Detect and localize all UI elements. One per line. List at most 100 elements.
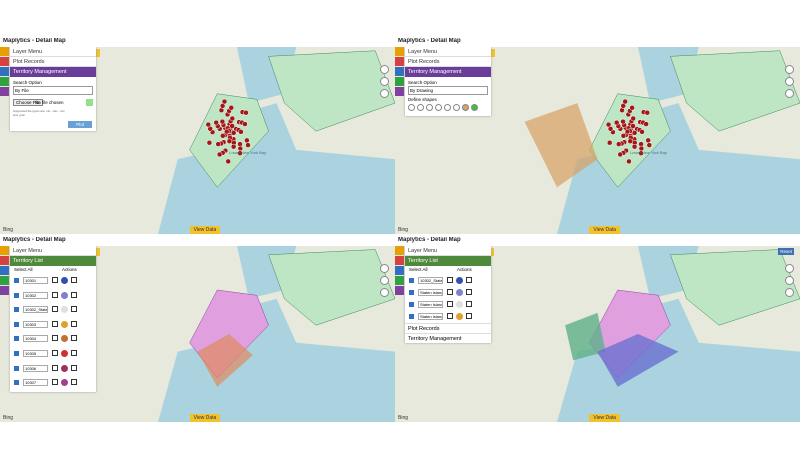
checkbox[interactable] [409,290,414,295]
active-menu-header[interactable]: Territory List [10,256,96,266]
checkbox[interactable] [409,278,414,283]
color-swatch[interactable] [61,349,68,357]
checkbox[interactable] [14,321,19,327]
map-canvas[interactable] [0,47,395,234]
search-select[interactable]: By Drawing [408,86,488,95]
actions-dropdown[interactable]: Actions [62,267,77,272]
map-canvas[interactable] [395,47,800,234]
owner-icon[interactable] [447,277,453,283]
shape-tool[interactable] [471,104,478,111]
collapse-tab[interactable] [491,49,495,57]
color-swatch[interactable] [61,306,68,314]
territory-name[interactable]: 10305 [23,349,48,357]
color-swatch[interactable] [456,277,463,284]
owner-icon[interactable] [52,335,58,342]
zoom-control[interactable] [785,288,794,297]
plot-button[interactable]: Plot [68,121,92,128]
shape-tool[interactable] [453,104,460,111]
territory-name[interactable]: 10302_Staten_Is [418,277,443,284]
map-icon[interactable] [71,379,77,386]
select-all[interactable]: Select All [409,267,428,272]
collapse-tab[interactable] [490,248,494,256]
side-icon[interactable] [395,266,404,275]
collapse-tab[interactable] [96,248,100,256]
side-icon[interactable] [395,286,404,295]
shape-tool[interactable] [426,104,433,111]
checkbox[interactable] [14,292,19,298]
side-icon[interactable] [0,47,9,56]
view-data-button[interactable]: View Data [189,414,221,422]
side-icon[interactable] [0,57,9,66]
menu-row[interactable]: Layer Menu [405,47,491,57]
side-icon[interactable] [0,266,9,275]
map-icon[interactable] [71,277,77,283]
side-icon[interactable] [0,276,9,285]
view-data-button[interactable]: View Data [589,414,621,422]
side-icon[interactable] [395,276,404,285]
side-icon[interactable] [0,256,9,265]
territory-name[interactable]: 10301 [23,277,48,284]
map-icon[interactable] [466,301,472,307]
menu-row[interactable]: Layer Menu [10,47,96,57]
checkbox[interactable] [14,350,19,356]
territory-name[interactable]: Staten Island_N [418,289,443,296]
territory-name[interactable]: 10302 [23,291,48,299]
map-icon[interactable] [466,277,472,283]
color-swatch[interactable] [456,313,463,320]
zoom-control[interactable] [380,288,389,297]
side-icon[interactable] [395,256,404,265]
active-menu-header[interactable]: Territory List [405,256,491,266]
side-icon[interactable] [395,47,404,56]
zoom-control[interactable] [380,89,389,98]
owner-icon[interactable] [52,379,58,386]
color-swatch[interactable] [456,301,463,308]
zoom-control[interactable] [380,77,389,86]
territory-name[interactable]: Staten Island_Sc [418,313,443,320]
checkbox[interactable] [14,365,19,371]
active-menu-header[interactable]: Territory Management [10,67,96,77]
file-button[interactable]: Choose File [13,99,44,106]
owner-icon[interactable] [447,289,453,295]
territory-name[interactable]: 10302_Staten_Is [23,306,48,314]
color-swatch[interactable] [61,277,68,284]
checkbox[interactable] [409,302,414,307]
side-icon[interactable] [395,87,404,96]
owner-icon[interactable] [52,277,58,283]
side-icon[interactable] [0,67,9,76]
zoom-control[interactable] [785,65,794,74]
owner-icon[interactable] [52,349,58,356]
map-canvas[interactable] [395,246,800,422]
owner-icon[interactable] [447,301,453,307]
zoom-control[interactable] [785,89,794,98]
territory-name[interactable]: 10303 [23,320,48,328]
view-data-button[interactable]: View Data [589,226,621,234]
menu-row[interactable]: Plot Records [405,323,491,333]
menu-row[interactable]: Plot Records [405,57,491,67]
map-icon[interactable] [71,335,77,342]
color-swatch[interactable] [61,379,68,387]
side-icon[interactable] [395,67,404,76]
actions-dropdown[interactable]: Actions [457,267,472,272]
zoom-control[interactable] [380,264,389,273]
shape-tool[interactable] [417,104,424,111]
map-icon[interactable] [71,364,77,371]
checkbox[interactable] [14,307,19,313]
owner-icon[interactable] [52,320,58,327]
map-icon[interactable] [71,320,77,327]
owner-icon[interactable] [52,291,58,298]
shape-tool[interactable] [435,104,442,111]
shape-tool[interactable] [462,104,469,111]
side-icon[interactable] [395,77,404,86]
zoom-control[interactable] [380,65,389,74]
color-swatch[interactable] [61,320,68,328]
color-swatch[interactable] [61,364,68,372]
zoom-control[interactable] [380,276,389,285]
map-icon[interactable] [466,289,472,295]
side-icon[interactable] [0,246,9,255]
select-all[interactable]: Select All [14,267,33,272]
zoom-control[interactable] [785,276,794,285]
zoom-control[interactable] [785,77,794,86]
checkbox[interactable] [14,380,19,386]
reset-button[interactable]: Reset [778,248,794,255]
territory-name[interactable]: 10307 [23,379,48,387]
